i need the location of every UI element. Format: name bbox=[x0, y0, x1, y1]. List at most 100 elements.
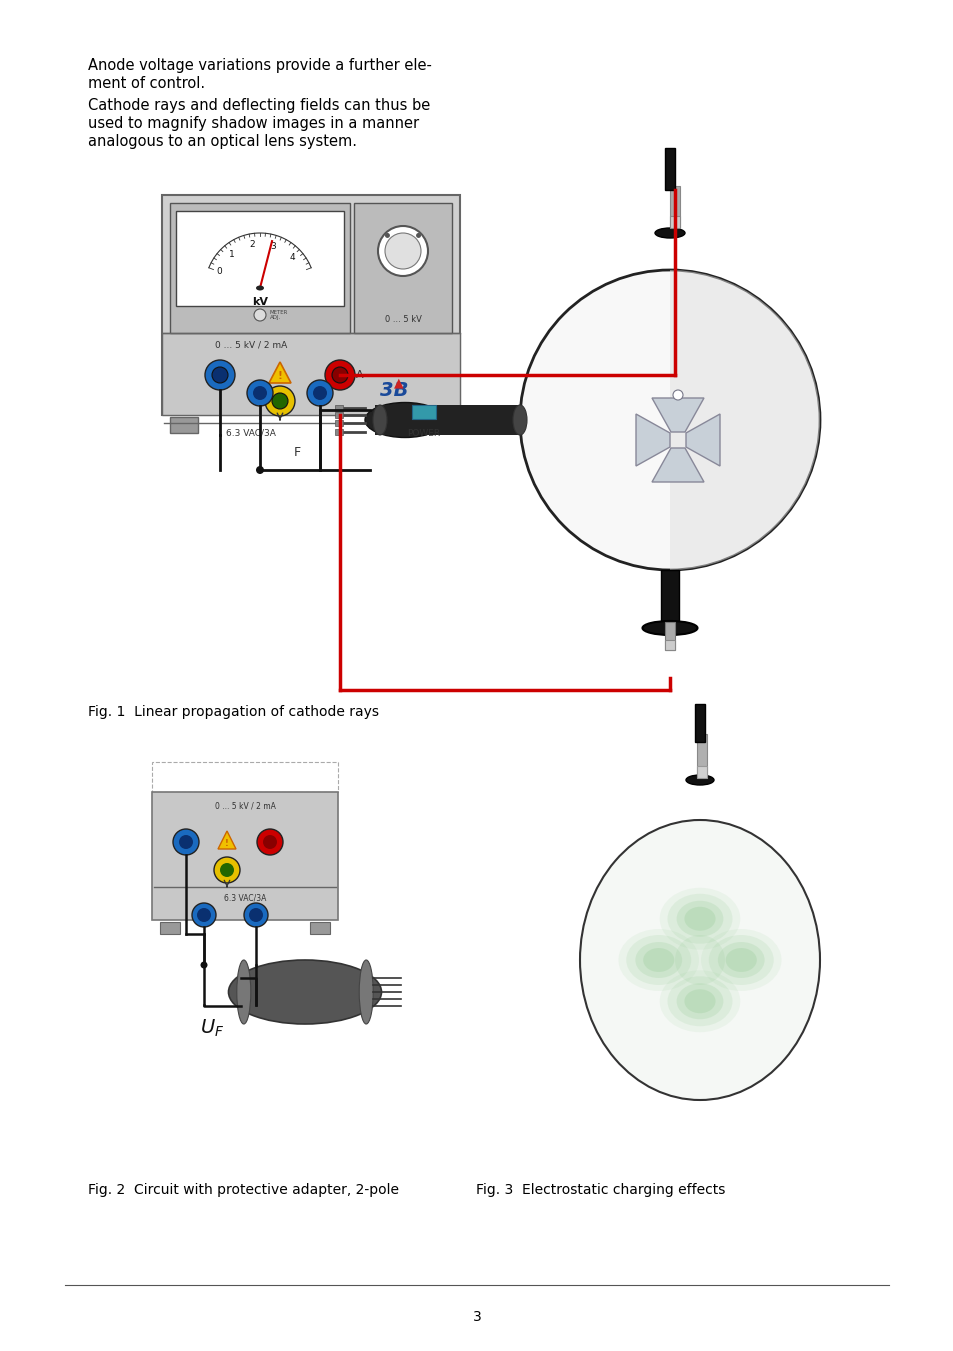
Ellipse shape bbox=[642, 948, 674, 971]
Circle shape bbox=[519, 270, 820, 570]
Bar bbox=[664, 149, 675, 190]
Bar bbox=[423, 417, 452, 434]
Ellipse shape bbox=[655, 228, 684, 238]
Bar bbox=[335, 412, 343, 417]
Polygon shape bbox=[218, 831, 235, 848]
Text: POWER: POWER bbox=[407, 428, 440, 438]
Text: kV: kV bbox=[252, 297, 268, 307]
Bar bbox=[660, 570, 679, 626]
Ellipse shape bbox=[255, 285, 264, 290]
Circle shape bbox=[325, 359, 355, 390]
Circle shape bbox=[247, 380, 273, 407]
Circle shape bbox=[385, 232, 390, 238]
Ellipse shape bbox=[725, 948, 756, 971]
Circle shape bbox=[200, 962, 208, 969]
Bar bbox=[697, 734, 706, 778]
Text: !: ! bbox=[277, 372, 282, 381]
Bar bbox=[664, 621, 675, 650]
Text: Fig. 3  Electrostatic charging effects: Fig. 3 Electrostatic charging effects bbox=[476, 1183, 724, 1197]
Ellipse shape bbox=[641, 621, 697, 635]
Ellipse shape bbox=[659, 970, 740, 1032]
Text: 3: 3 bbox=[271, 242, 276, 251]
Text: 3B: 3B bbox=[379, 381, 408, 400]
Circle shape bbox=[672, 390, 682, 400]
Circle shape bbox=[179, 835, 193, 848]
Bar bbox=[152, 762, 337, 792]
Polygon shape bbox=[685, 413, 720, 466]
Circle shape bbox=[313, 386, 327, 400]
Bar bbox=[412, 405, 436, 419]
Text: 6.3 VAC/3A: 6.3 VAC/3A bbox=[224, 893, 266, 902]
Circle shape bbox=[272, 393, 288, 409]
Ellipse shape bbox=[700, 929, 781, 992]
Circle shape bbox=[385, 232, 420, 269]
Circle shape bbox=[212, 367, 228, 382]
Circle shape bbox=[307, 380, 333, 407]
Ellipse shape bbox=[635, 942, 681, 978]
Circle shape bbox=[255, 466, 264, 474]
Bar bbox=[162, 195, 459, 415]
Bar bbox=[354, 203, 452, 332]
Bar bbox=[310, 921, 330, 934]
Bar bbox=[335, 405, 343, 411]
Bar bbox=[335, 420, 343, 426]
Text: $U_F$: $U_F$ bbox=[200, 1017, 224, 1039]
Text: 2: 2 bbox=[249, 240, 254, 250]
Ellipse shape bbox=[236, 961, 251, 1024]
Polygon shape bbox=[669, 270, 819, 570]
Polygon shape bbox=[651, 449, 703, 482]
Circle shape bbox=[192, 902, 215, 927]
Text: A: A bbox=[355, 370, 363, 380]
Circle shape bbox=[244, 902, 268, 927]
Text: ▲: ▲ bbox=[394, 377, 403, 389]
Text: 1: 1 bbox=[229, 250, 234, 258]
Ellipse shape bbox=[365, 403, 444, 438]
Bar bbox=[152, 792, 337, 920]
Ellipse shape bbox=[625, 935, 691, 985]
Ellipse shape bbox=[618, 929, 699, 992]
Ellipse shape bbox=[675, 935, 724, 985]
Bar bbox=[170, 203, 350, 332]
Polygon shape bbox=[269, 362, 291, 382]
Ellipse shape bbox=[659, 888, 740, 950]
Circle shape bbox=[205, 359, 234, 390]
Ellipse shape bbox=[229, 961, 381, 1024]
Text: Fig. 1  Linear propagation of cathode rays: Fig. 1 Linear propagation of cathode ray… bbox=[88, 705, 378, 719]
Text: Anode voltage variations provide a further ele-: Anode voltage variations provide a furth… bbox=[88, 58, 432, 73]
Text: !: ! bbox=[225, 839, 229, 847]
Circle shape bbox=[332, 367, 348, 382]
Circle shape bbox=[172, 830, 199, 855]
Ellipse shape bbox=[579, 820, 820, 1100]
Circle shape bbox=[213, 857, 240, 884]
Ellipse shape bbox=[685, 775, 713, 785]
Text: 4: 4 bbox=[289, 254, 294, 262]
Polygon shape bbox=[636, 413, 669, 466]
Text: 0: 0 bbox=[216, 267, 222, 277]
Ellipse shape bbox=[708, 935, 773, 985]
Ellipse shape bbox=[667, 977, 732, 1027]
Ellipse shape bbox=[667, 894, 732, 944]
Bar bbox=[170, 417, 198, 434]
Text: F: F bbox=[294, 446, 300, 459]
Text: Fig. 2  Circuit with protective adapter, 2-pole: Fig. 2 Circuit with protective adapter, … bbox=[88, 1183, 398, 1197]
Bar bbox=[335, 430, 343, 435]
Bar bbox=[160, 921, 180, 934]
Ellipse shape bbox=[373, 405, 387, 435]
Text: 0 ... 5 kV / 2 mA: 0 ... 5 kV / 2 mA bbox=[215, 340, 287, 350]
Polygon shape bbox=[651, 399, 703, 432]
Circle shape bbox=[263, 835, 276, 848]
Circle shape bbox=[416, 232, 420, 238]
Text: used to magnify shadow images in a manner: used to magnify shadow images in a manne… bbox=[88, 116, 418, 131]
Circle shape bbox=[256, 830, 283, 855]
Circle shape bbox=[249, 908, 263, 921]
Circle shape bbox=[253, 309, 266, 322]
Bar bbox=[669, 186, 679, 228]
Circle shape bbox=[220, 863, 233, 877]
Bar bbox=[697, 766, 706, 778]
Text: 0 ... 5 kV / 2 mA: 0 ... 5 kV / 2 mA bbox=[214, 801, 275, 811]
Circle shape bbox=[253, 386, 267, 400]
Bar bbox=[375, 405, 519, 435]
Ellipse shape bbox=[676, 984, 722, 1019]
Ellipse shape bbox=[676, 901, 722, 936]
Text: ment of control.: ment of control. bbox=[88, 76, 205, 91]
